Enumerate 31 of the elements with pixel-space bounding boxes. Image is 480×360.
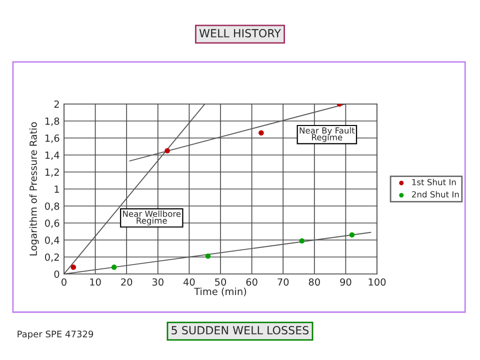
y-tick-label: 0 — [54, 270, 60, 278]
legend-label: 2nd Shut In — [412, 191, 459, 198]
y-tick-label: 1,8 — [45, 117, 60, 126]
y-tick-label: 2 — [54, 100, 59, 108]
x-tick-label: 0 — [62, 278, 66, 286]
y-tick-label: 0,8 — [45, 202, 60, 211]
annotation: Near By Fault Regime — [300, 127, 355, 142]
x-tick-label: 40 — [183, 278, 195, 286]
y-tick-label: 1 — [54, 186, 59, 193]
x-tick-label: 70 — [278, 278, 289, 286]
x-tick-label: 90 — [340, 278, 352, 286]
text: Paper SPE 47329 — [18, 330, 94, 340]
legend-label: 1st Shut In — [412, 178, 456, 186]
y-tick-label: 1,6 — [45, 134, 60, 143]
x-tick-label: 100 — [368, 278, 386, 286]
x-tick-label: 50 — [215, 278, 226, 286]
x-tick-label: 20 — [121, 278, 132, 286]
x-tick-label: 30 — [152, 278, 164, 286]
y-tick-label: 0,2 — [45, 253, 59, 262]
y-tick-label: 0,6 — [45, 219, 60, 228]
y-axis-title: Logarithm of Pressure Ratio — [29, 122, 39, 256]
chart-title: WELL HISTORY — [199, 29, 281, 38]
x-tick-label: 80 — [308, 278, 320, 286]
text: 5 SUDDEN WELL LOSSES — [172, 326, 309, 334]
x-axis-title: Time (min) — [194, 288, 246, 296]
x-tick-label: 60 — [246, 278, 258, 286]
annotation: Near Wellbore Regime — [123, 210, 181, 226]
y-tick-label: 0,4 — [45, 236, 60, 245]
y-tick-label: 1,2 — [45, 168, 59, 177]
x-tick-label: 10 — [90, 278, 101, 286]
y-tick-label: 1,4 — [45, 152, 60, 160]
